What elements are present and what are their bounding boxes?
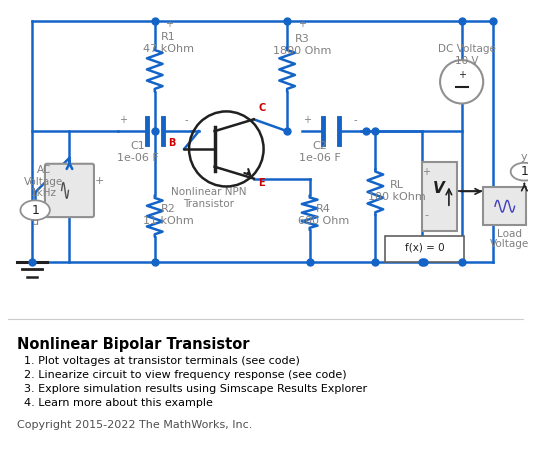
Text: 1: 1	[520, 165, 528, 178]
Text: 600 Ohm: 600 Ohm	[298, 216, 349, 226]
Text: Transistor: Transistor	[183, 199, 234, 209]
Text: -: -	[184, 115, 188, 125]
Text: 2. Linearize circuit to view frequency response (see code): 2. Linearize circuit to view frequency r…	[24, 370, 347, 380]
Text: C: C	[258, 104, 265, 113]
Text: 1e-06 F: 1e-06 F	[117, 153, 159, 163]
Text: R1: R1	[161, 32, 176, 42]
Text: AC: AC	[37, 165, 51, 175]
Text: R4: R4	[316, 204, 331, 214]
Text: -: -	[425, 210, 428, 220]
Text: f(x) = 0: f(x) = 0	[405, 243, 444, 253]
Text: Load: Load	[497, 229, 522, 239]
Text: -: -	[354, 115, 358, 125]
Text: 1800 Ohm: 1800 Ohm	[273, 46, 331, 56]
Text: +: +	[422, 166, 430, 177]
Text: +: +	[120, 115, 128, 125]
FancyBboxPatch shape	[45, 164, 94, 217]
Text: Nonlinear Bipolar Transistor: Nonlinear Bipolar Transistor	[17, 337, 249, 351]
Text: C2: C2	[312, 141, 327, 151]
Bar	[385, 236, 464, 261]
Text: Nonlinear NPN: Nonlinear NPN	[171, 187, 247, 198]
Text: 10 V: 10 V	[455, 56, 478, 66]
Text: +: +	[95, 176, 105, 185]
Bar	[483, 188, 526, 225]
Circle shape	[440, 60, 483, 104]
Text: +: +	[303, 115, 311, 125]
Ellipse shape	[511, 163, 536, 180]
Text: DC Voltage: DC Voltage	[437, 44, 495, 54]
Text: 47 kOhm: 47 kOhm	[143, 44, 194, 54]
Text: RL: RL	[390, 180, 404, 190]
Text: 3. Explore simulation results using Simscape Results Explorer: 3. Explore simulation results using Sims…	[24, 384, 368, 394]
Text: R2: R2	[161, 204, 176, 214]
Text: 1. Plot voltages at transistor terminals (see code): 1. Plot voltages at transistor terminals…	[24, 356, 300, 366]
Text: +: +	[166, 19, 174, 29]
Text: +: +	[298, 19, 306, 29]
Text: V: V	[433, 181, 445, 196]
Text: 100 kOhm: 100 kOhm	[368, 192, 426, 202]
Text: y: y	[521, 152, 528, 162]
Text: Voltage: Voltage	[490, 239, 530, 249]
Text: 1kHz: 1kHz	[31, 189, 57, 198]
Text: Copyright 2015-2022 The MathWorks, Inc.: Copyright 2015-2022 The MathWorks, Inc.	[17, 419, 252, 430]
Text: 1e-06 F: 1e-06 F	[299, 153, 340, 163]
Text: R3: R3	[294, 34, 309, 44]
Ellipse shape	[20, 200, 50, 220]
Text: 1: 1	[31, 204, 39, 217]
Text: Voltage: Voltage	[24, 176, 64, 186]
Text: B: B	[168, 138, 175, 148]
Text: C1: C1	[131, 141, 145, 151]
Text: E: E	[258, 179, 265, 189]
Text: +: +	[458, 70, 466, 80]
Text: 11 kOhm: 11 kOhm	[143, 216, 194, 226]
Bar	[422, 162, 457, 231]
Text: u: u	[32, 217, 39, 227]
Text: 4. Learn more about this example: 4. Learn more about this example	[24, 398, 213, 408]
